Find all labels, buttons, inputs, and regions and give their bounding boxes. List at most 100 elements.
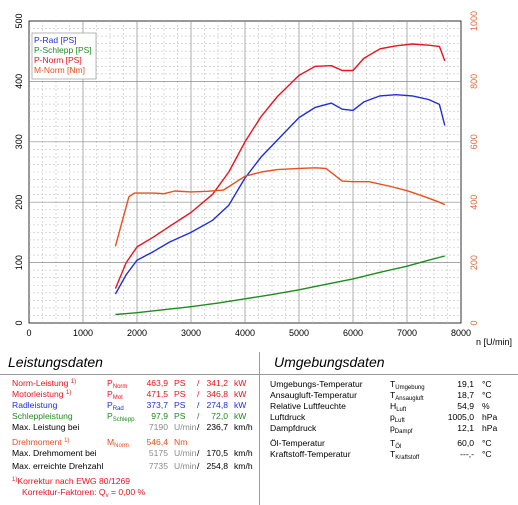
umgebungsdaten-title: Umgebungsdaten <box>274 354 385 370</box>
y-right-tick-label: 0 <box>469 320 479 325</box>
y-right-tick-label: 600 <box>469 134 479 149</box>
leistungsdaten-panel: Leistungsdaten Norm-Leistung 1) PNorm 46… <box>0 352 260 505</box>
grid <box>29 21 461 323</box>
m-norm-value: 546,4 <box>146 437 168 447</box>
umgebung-unit: °C <box>482 390 492 400</box>
umgebung-unit: hPa <box>482 412 498 422</box>
korrektur-faktoren-value: = 0,00 % <box>110 487 146 497</box>
p-norm-ps: 463,9 <box>146 378 168 388</box>
korrektur-text: Korrektur nach EWG 80/1269 <box>17 476 131 486</box>
x-tick-label: 8000 <box>451 328 471 338</box>
umgebung-unit: °C <box>482 438 492 448</box>
x-tick-label: 6000 <box>343 328 363 338</box>
y-left-tick-label: 300 <box>14 134 24 149</box>
leistungsdaten-title: Leistungsdaten <box>8 354 103 370</box>
umgebung-unit: °C <box>482 449 492 459</box>
umgebung-value: 19,1 <box>457 379 474 389</box>
p-schlepp-ps: 97,9 <box>151 411 168 421</box>
legend-box <box>31 32 97 80</box>
schleppleistung-label: Schleppleistung <box>12 411 73 421</box>
p-schlepp-kw: 72,0 <box>211 411 228 421</box>
p-norm-kw: 341,2 <box>206 378 228 388</box>
series-line-p-norm <box>114 43 446 289</box>
motorleistung-label: Motorleistung <box>12 389 64 399</box>
max-drehzahl-label: Max. erreichte Drehzahl <box>12 461 104 471</box>
umgebung-label: Ansaugluft-Temperatur <box>270 390 357 400</box>
umgebung-value: 60,0 <box>457 438 474 448</box>
x-tick-label: 3000 <box>181 328 201 338</box>
series-line-p-schlepp <box>115 255 445 316</box>
x-tick-label: 1000 <box>73 328 93 338</box>
umgebung-symbol: TÖl <box>390 438 402 450</box>
y-left-tick-label: 500 <box>14 13 24 28</box>
power-torque-chart: 0 100 200 300 400 500 0 200 400 600 800 1000 0 1000… <box>14 11 512 347</box>
umgebung-label: Dampfdruck <box>270 423 317 433</box>
x-tick-label: 5000 <box>289 328 309 338</box>
umgebungsdaten-header: Umgebungsdaten <box>260 352 518 375</box>
umgebung-value: ---,- <box>460 449 474 459</box>
y-right-tick-label: 1000 <box>469 11 479 31</box>
max-drehmoment-speed: 170,5 <box>206 448 228 458</box>
p-rad-kw: 274,8 <box>206 400 228 410</box>
legend: P-Rad [PS] P-Schlepp [PS] P-Norm [PS] M-… <box>31 32 97 80</box>
umgebung-label: Relative Luftfeuchte <box>270 401 346 411</box>
right-axis-ticks: 0 200 400 600 800 1000 <box>469 11 479 326</box>
umgebung-symbol: pLuft <box>390 412 405 424</box>
max-drehmoment-rpm: 5175 <box>148 448 168 458</box>
x-tick-label: 7000 <box>397 328 417 338</box>
y-left-tick-label: 400 <box>14 74 24 89</box>
umgebung-label: Öl-Temperatur <box>270 438 325 448</box>
umgebung-label: Umgebungs-Temperatur <box>270 379 363 389</box>
x-axis-label: n [U/min] <box>476 337 512 347</box>
y-left-tick-label: 0 <box>14 320 24 325</box>
p-rad-ps: 373,7 <box>146 400 168 410</box>
y-left-tick-label: 200 <box>14 195 24 210</box>
p-mot-ps: 471,5 <box>146 389 168 399</box>
umgebung-symbol: TUmgebung <box>390 379 425 391</box>
y-left-tick-label: 100 <box>14 255 24 270</box>
umgebung-symbol: pDampf <box>390 423 413 435</box>
x-tick-label: 0 <box>26 328 31 338</box>
drehmoment-label: Drehmoment <box>12 437 62 447</box>
max-drehmoment-label: Max. Drehmoment bei <box>12 448 97 458</box>
max-leistung-label: Max. Leistung bei <box>12 422 80 432</box>
umgebung-label: Kraftstoff-Temperatur <box>270 449 351 459</box>
m-norm-symbol: MNorm <box>107 437 129 449</box>
y-right-tick-label: 800 <box>469 74 479 89</box>
norm-leistung-label: Norm-Leistung <box>12 378 69 388</box>
x-tick-label: 4000 <box>235 328 255 338</box>
p-rad-symbol: PRad <box>107 400 124 412</box>
y-right-tick-label: 200 <box>469 255 479 270</box>
umgebung-unit: % <box>482 401 490 411</box>
korrektur-faktoren-label: Korrektur-Faktoren: <box>22 487 97 497</box>
legend-m-norm: M-Norm [Nm] <box>34 65 85 75</box>
y-right-tick-label: 400 <box>469 195 479 210</box>
umgebung-symbol: HLuft <box>390 401 407 413</box>
umgebung-value: 54,9 <box>457 401 474 411</box>
left-axis-ticks: 0 100 200 300 400 500 <box>14 13 24 325</box>
p-schlepp-symbol: PSchlepp <box>107 411 135 423</box>
umgebung-unit: hPa <box>482 423 498 433</box>
p-mot-symbol: PMot <box>107 389 123 401</box>
umgebung-value: 12,1 <box>457 423 474 433</box>
series-line-m-norm <box>114 167 446 247</box>
umgebung-value: 18,7 <box>457 390 474 400</box>
radleistung-label: Radleistung <box>12 400 58 410</box>
umgebung-unit: °C <box>482 379 492 389</box>
umgebung-value: 1005,0 <box>447 412 474 422</box>
max-drehzahl-speed: 254,8 <box>206 461 228 471</box>
umgebungsdaten-panel: Umgebungsdaten Umgebungs-Temperatur TUmge… <box>260 352 518 505</box>
p-mot-kw: 346,8 <box>206 389 228 399</box>
umgebung-label: Luftdruck <box>270 412 306 422</box>
max-leistung-rpm: 7190 <box>148 422 168 432</box>
legend-p-norm: P-Norm [PS] <box>34 55 82 65</box>
umgebung-symbol: TKraftstoff <box>390 449 420 461</box>
p-norm-symbol: PNorm <box>107 378 128 390</box>
x-tick-label: 2000 <box>127 328 147 338</box>
max-drehzahl-rpm: 7735 <box>148 461 168 471</box>
umgebung-symbol: TAnsaugluft <box>390 390 424 402</box>
legend-p-schlepp: P-Schlepp [PS] <box>34 45 92 55</box>
max-leistung-speed: 236,7 <box>206 422 228 432</box>
legend-p-rad: P-Rad [PS] <box>34 35 77 45</box>
x-axis-ticks: 0 1000 2000 3000 4000 5000 6000 7000 8000 <box>26 328 471 338</box>
